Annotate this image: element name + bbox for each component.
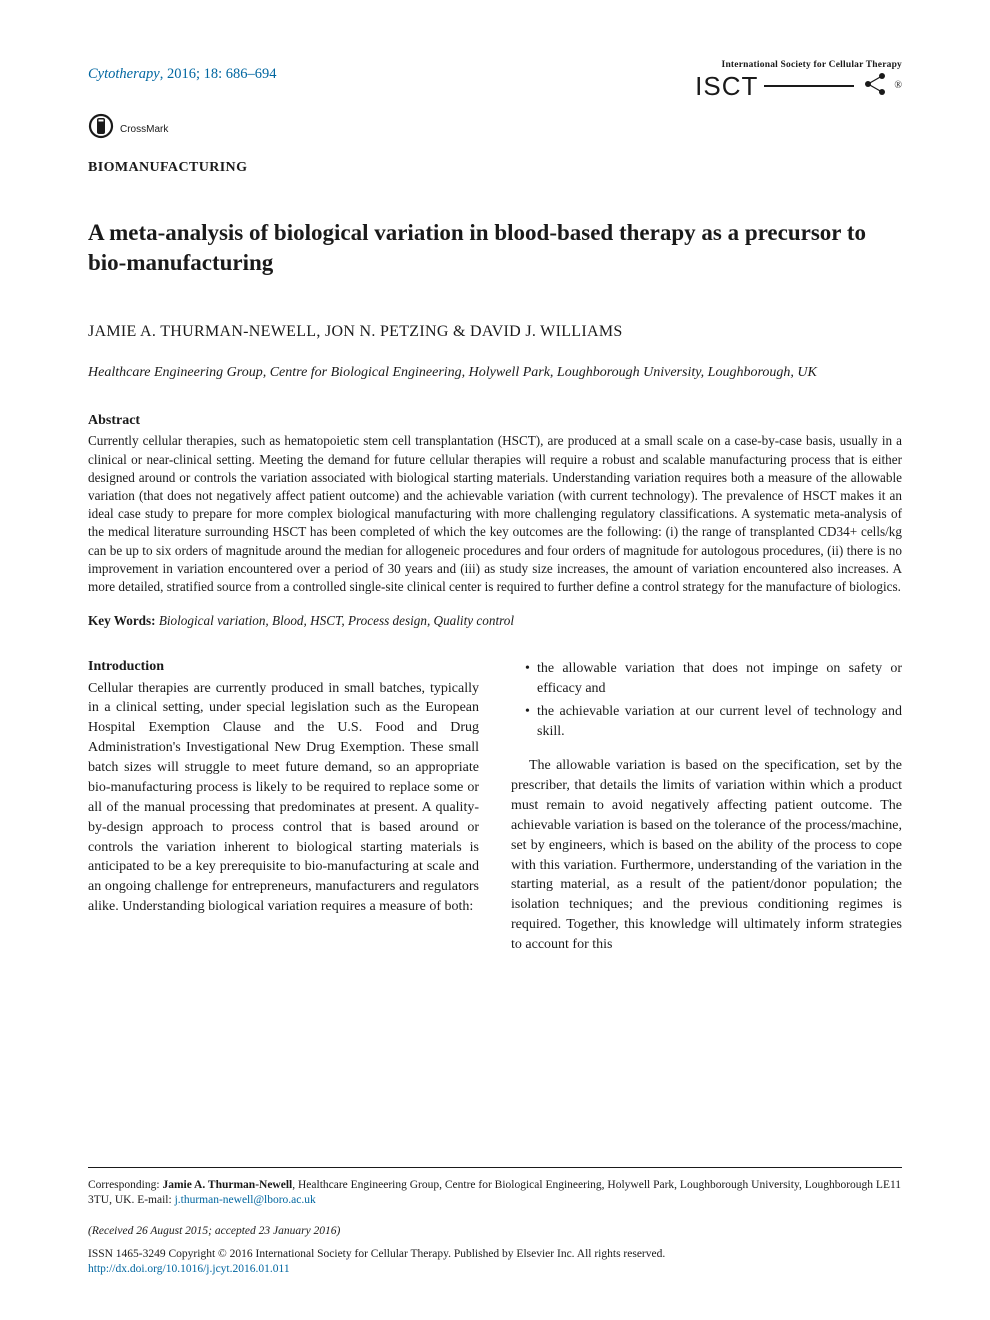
intro-paragraph-2: The allowable variation is based on the … (511, 756, 902, 955)
doi-link[interactable]: http://dx.doi.org/10.1016/j.jcyt.2016.01… (88, 1263, 290, 1275)
page-footer: Corresponding: Jamie A. Thurman-Newell, … (88, 1167, 902, 1278)
list-item: the achievable variation at our current … (525, 702, 902, 742)
footer-rule (88, 1167, 902, 1168)
registered-icon: ® (894, 80, 902, 91)
issn-copyright: ISSN 1465-3249 Copyright © 2016 Internat… (88, 1247, 902, 1263)
intro-paragraph-1: Cellular therapies are currently produce… (88, 679, 479, 918)
isct-logo-block: International Society for Cellular Thera… (695, 60, 902, 101)
corresponding-author: Corresponding: Jamie A. Thurman-Newell, … (88, 1178, 902, 1209)
keywords-line: Key Words: Biological variation, Blood, … (88, 612, 902, 630)
list-item: the allowable variation that does not im… (525, 659, 902, 699)
isct-rule-icon (764, 85, 854, 87)
received-accepted-dates: (Received 26 August 2015; accepted 23 Ja… (88, 1223, 902, 1239)
corr-name: Jamie A. Thurman-Newell (162, 1179, 292, 1191)
page-header: Cytotherapy, 2016; 18: 686–694 Internati… (88, 60, 902, 101)
affiliation: Healthcare Engineering Group, Centre for… (88, 364, 902, 383)
journal-year-pages: , 2016; 18: 686–694 (160, 66, 277, 82)
intro-bullet-list: the allowable variation that does not im… (511, 659, 902, 743)
isct-society-name: International Society for Cellular Thera… (695, 60, 902, 70)
journal-name[interactable]: Cytotherapy (88, 66, 160, 82)
section-label: BIOMANUFACTURING (88, 158, 902, 178)
crossmark-badge[interactable]: CrossMark (88, 113, 902, 146)
intro-col-right: the allowable variation that does not im… (511, 657, 902, 955)
intro-columns: Introduction Cellular therapies are curr… (88, 657, 902, 955)
crossmark-label: CrossMark (120, 123, 168, 137)
keywords-values: Biological variation, Blood, HSCT, Proce… (159, 613, 514, 628)
article-title: A meta-analysis of biological variation … (88, 218, 902, 278)
corr-prefix: Corresponding: (88, 1179, 162, 1191)
crossmark-icon (88, 113, 114, 146)
abstract-body: Currently cellular therapies, such as he… (88, 432, 902, 596)
introduction-heading: Introduction (88, 657, 479, 677)
journal-reference: Cytotherapy, 2016; 18: 686–694 (88, 60, 277, 84)
keywords-label: Key Words: (88, 613, 156, 628)
isct-acronym: ISCT (695, 72, 758, 101)
author-list: JAMIE A. THURMAN-NEWELL, JON N. PETZING … (88, 321, 902, 343)
isct-network-icon (860, 70, 888, 101)
intro-col-left: Introduction Cellular therapies are curr… (88, 657, 479, 955)
abstract-heading: Abstract (88, 411, 902, 431)
corr-email-link[interactable]: j.thurman-newell@lboro.ac.uk (175, 1194, 316, 1206)
